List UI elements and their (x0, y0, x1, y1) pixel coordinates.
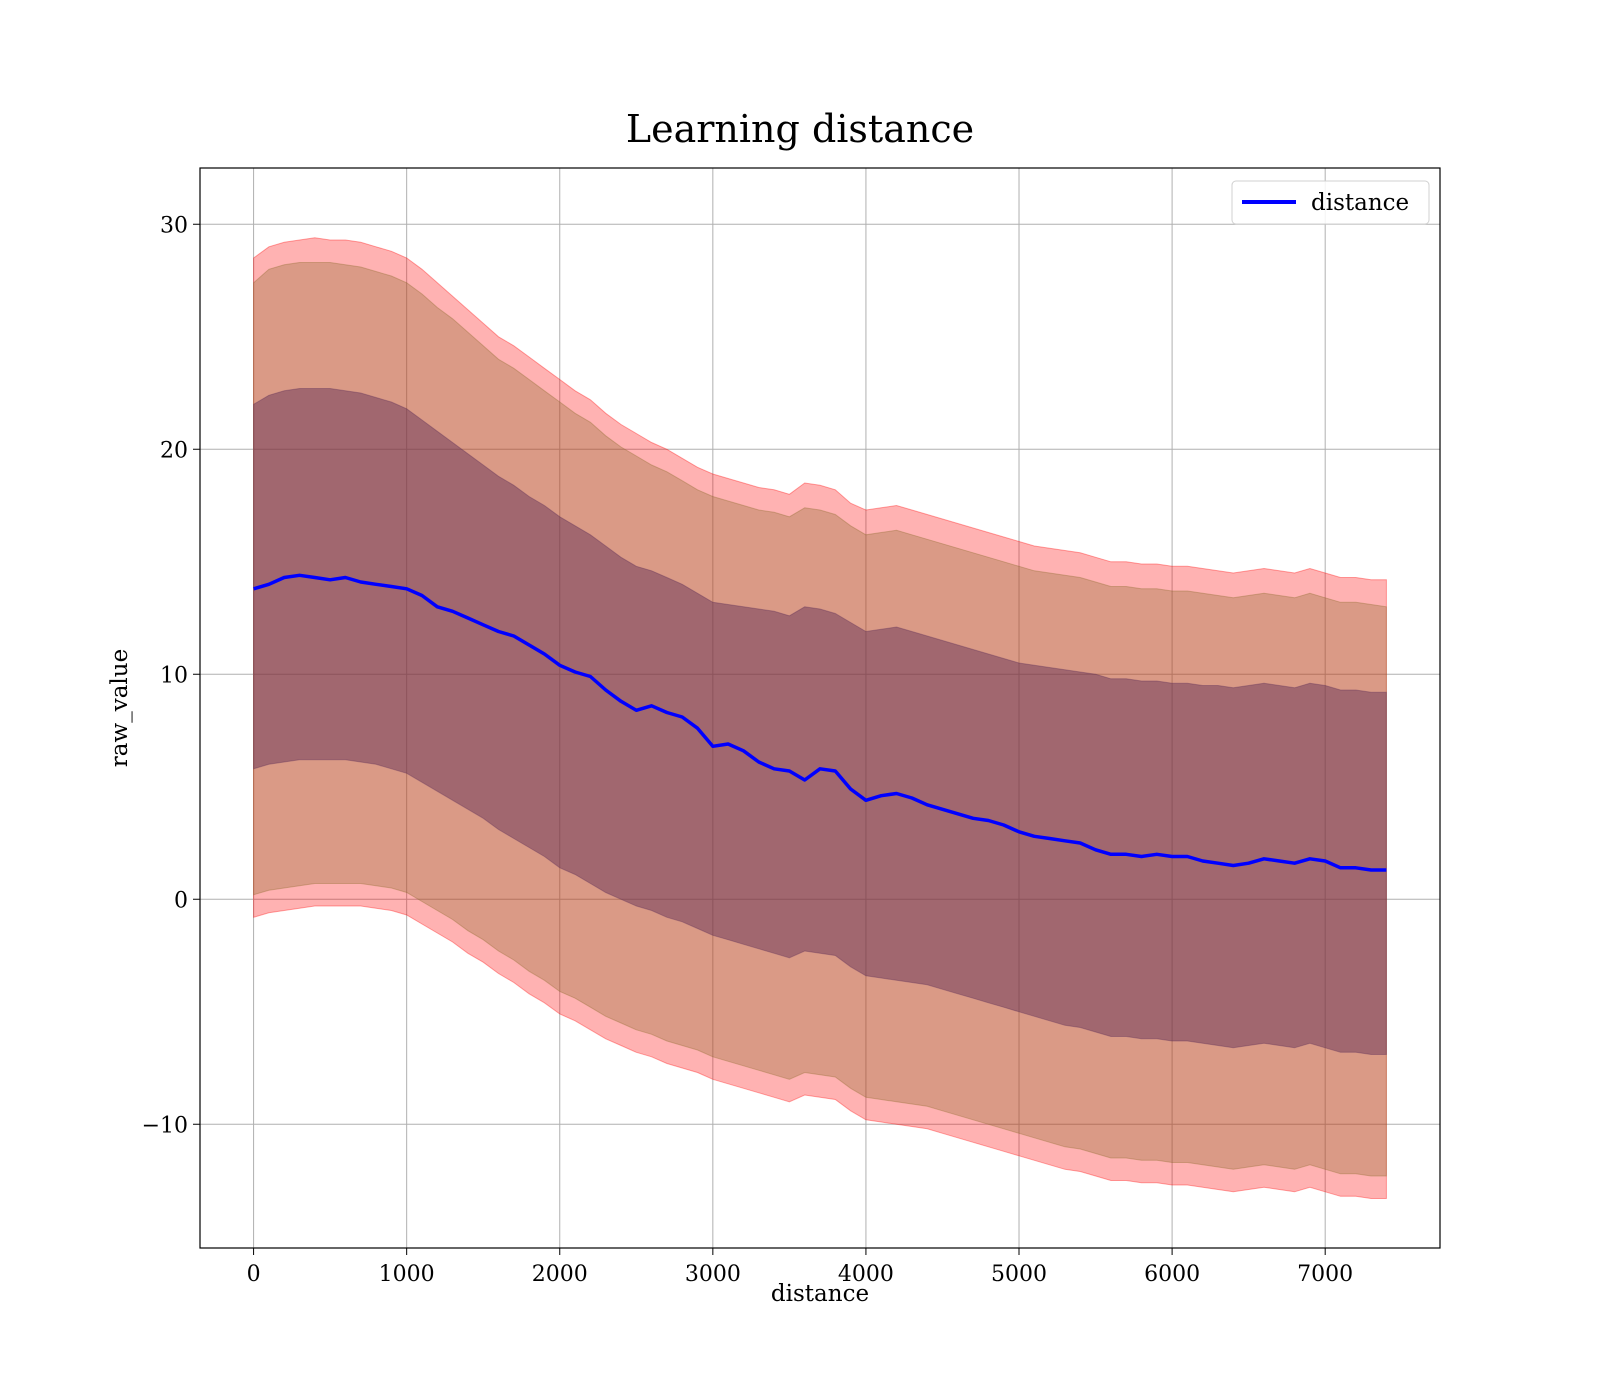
x-tick-label: 5000 (991, 1262, 1047, 1287)
bands (253, 237, 1387, 1199)
x-tick-label: 4000 (838, 1262, 894, 1287)
series-lines (253, 573, 1387, 872)
y-tick-label: 20 (160, 438, 188, 463)
x-tick-label: 1000 (379, 1262, 435, 1287)
legend-label-distance: distance (1311, 190, 1409, 216)
x-ticks: 0 1000 2000 3000 4000 5000 6000 7000 (247, 1248, 1353, 1287)
x-axis-label: distance (771, 1281, 869, 1307)
band-inner (253, 388, 1387, 1055)
y-tick-label: 10 (160, 663, 188, 688)
legend: distance (1231, 180, 1430, 225)
x-tick-label: 6000 (1144, 1262, 1200, 1287)
y-ticks: −10 0 10 20 30 (142, 213, 200, 1138)
x-tick-label: 3000 (685, 1262, 741, 1287)
y-axis-label: raw_value (107, 649, 133, 767)
x-tick-label: 7000 (1297, 1262, 1353, 1287)
chart-title: Learning distance (626, 107, 974, 151)
series-line-distance (253, 573, 1387, 872)
band-outer (253, 237, 1387, 1199)
plot-frame (199, 167, 1441, 1249)
x-tick-label: 2000 (532, 1262, 588, 1287)
y-tick-label: −10 (142, 1113, 188, 1138)
x-tick-label: 0 (247, 1262, 261, 1287)
grid (200, 168, 1440, 1248)
y-tick-label: 30 (160, 213, 188, 238)
y-tick-label: 0 (174, 888, 188, 913)
legend-box (1231, 180, 1430, 225)
band-middle (253, 262, 1387, 1177)
